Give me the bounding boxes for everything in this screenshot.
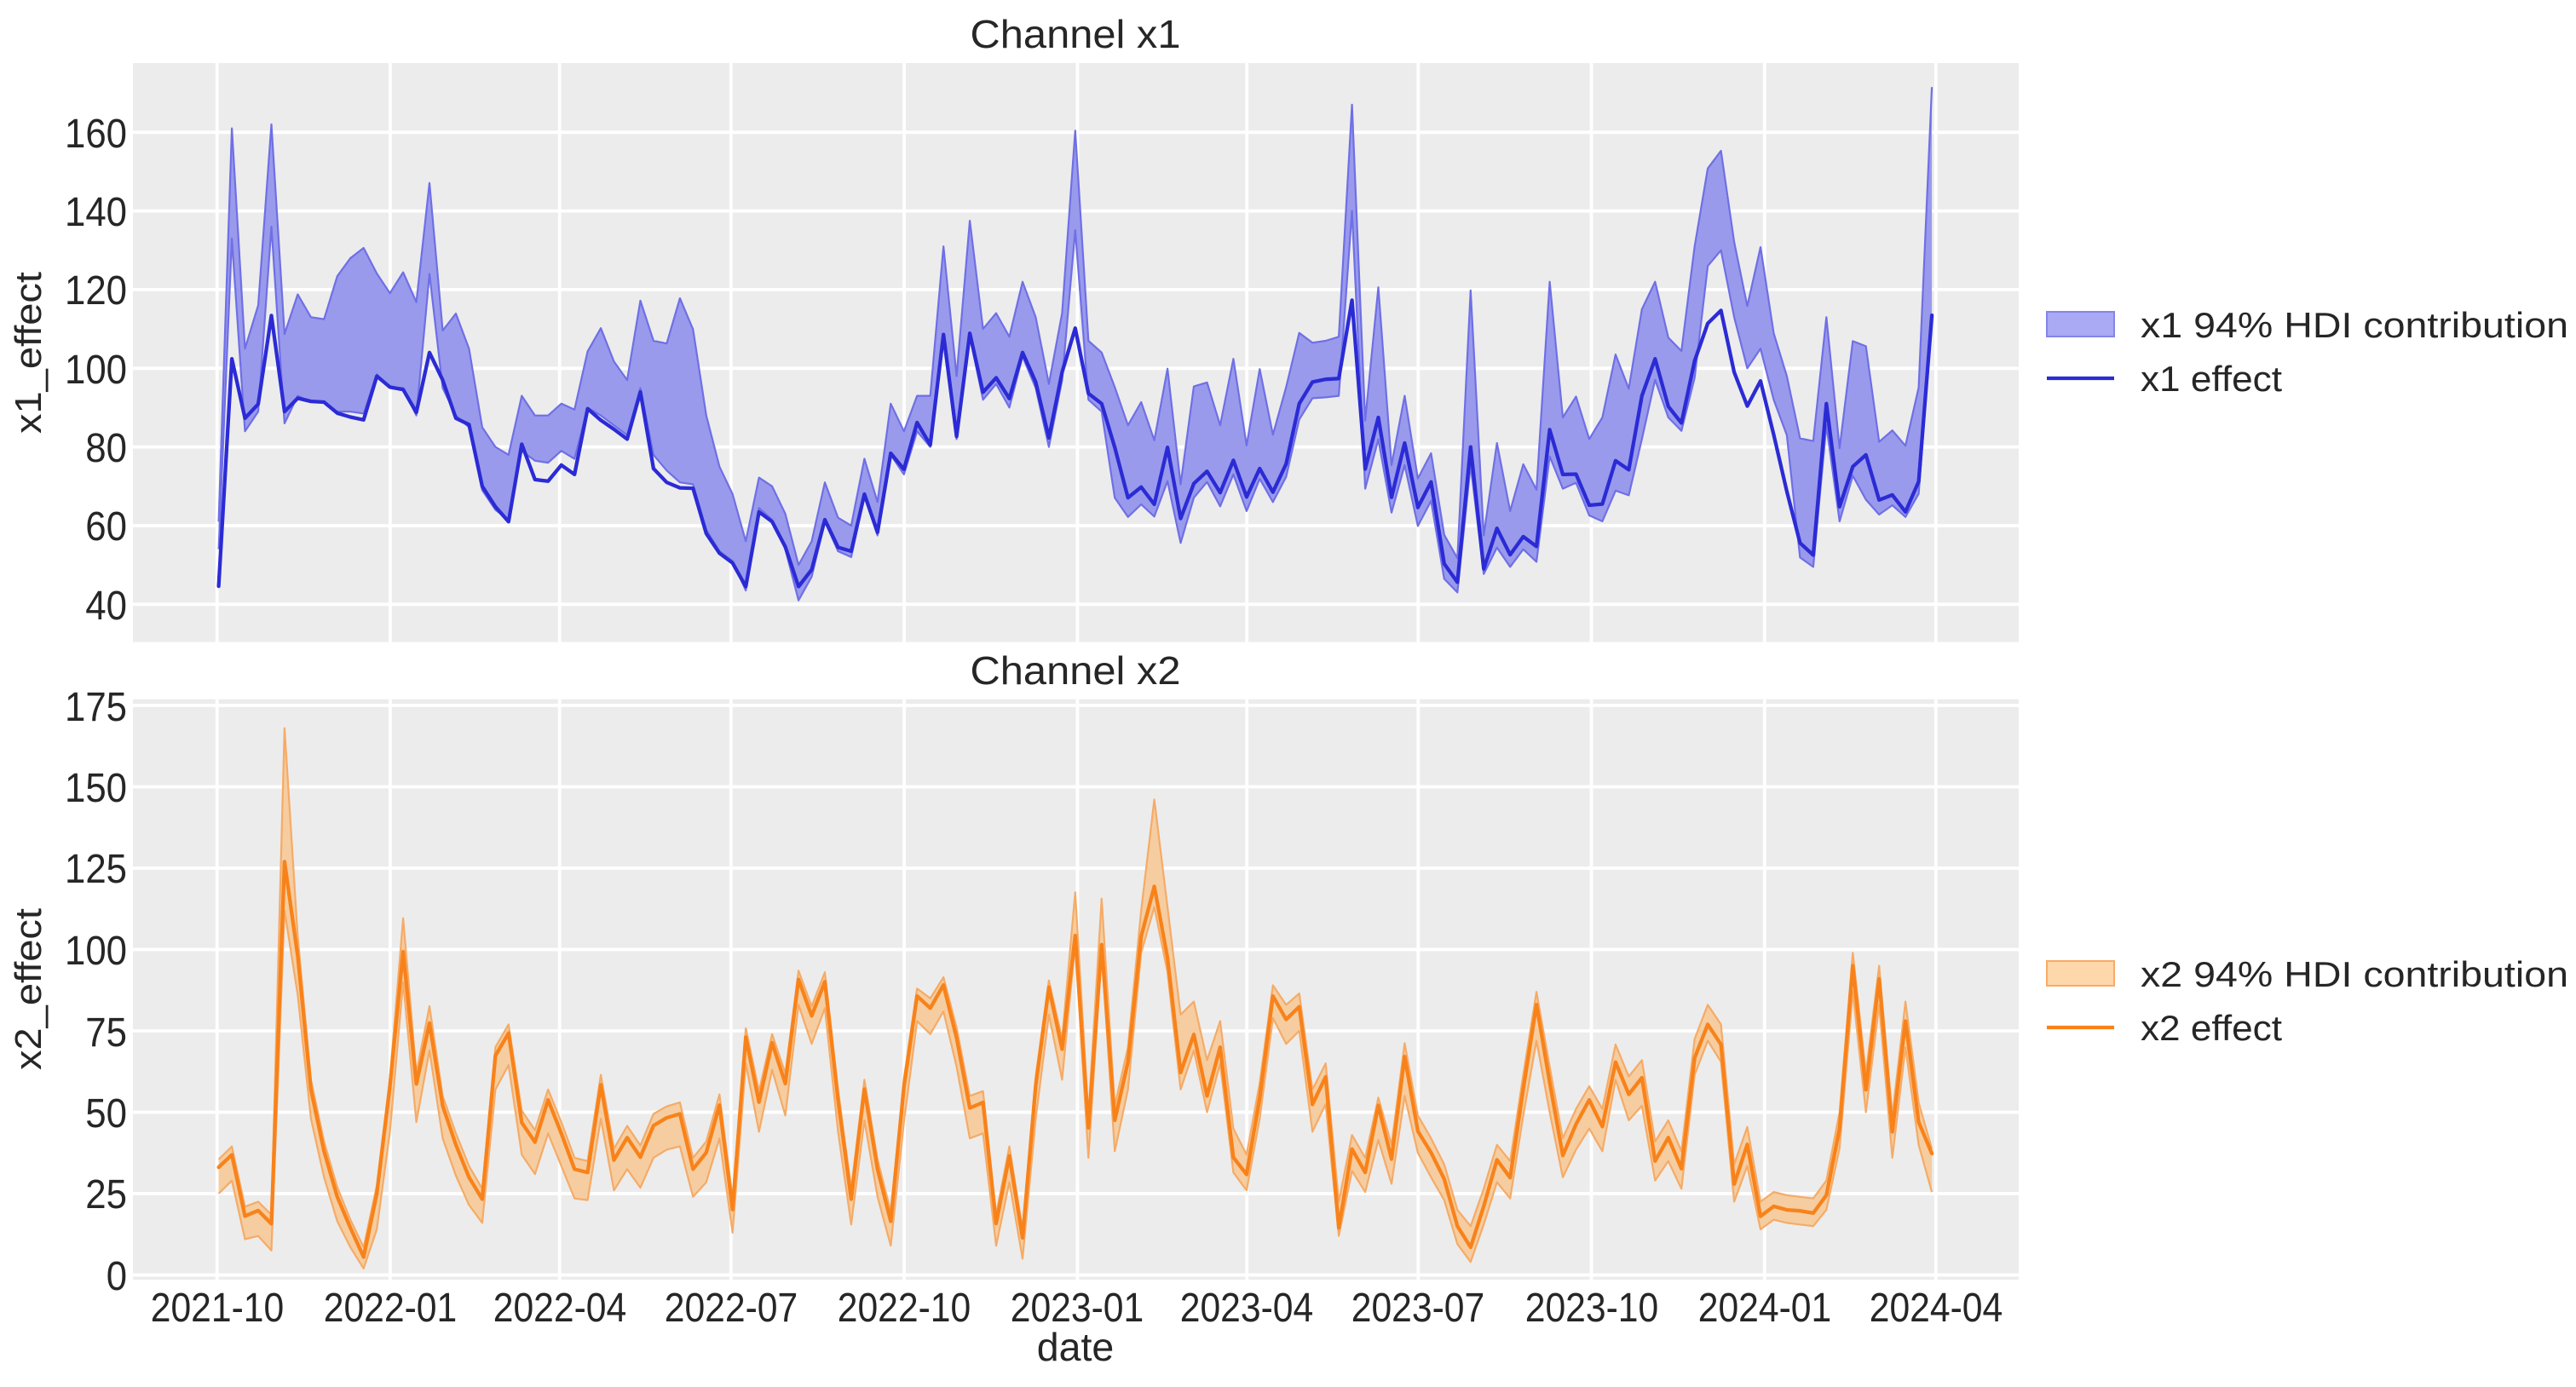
svg-text:2022-07: 2022-07	[665, 1285, 798, 1331]
svg-text:2023-10: 2023-10	[1525, 1285, 1659, 1331]
svg-text:25: 25	[85, 1171, 127, 1217]
svg-text:2023-01: 2023-01	[1011, 1285, 1144, 1331]
svg-text:140: 140	[65, 189, 127, 235]
svg-text:80: 80	[85, 425, 127, 471]
svg-text:40: 40	[85, 583, 127, 629]
svg-text:x2 effect: x2 effect	[2141, 1008, 2282, 1048]
svg-text:2023-07: 2023-07	[1351, 1285, 1485, 1331]
svg-text:Channel x2: Channel x2	[971, 648, 1181, 693]
svg-text:2024-01: 2024-01	[1698, 1285, 1832, 1331]
svg-text:60: 60	[85, 504, 127, 550]
svg-text:x1 effect: x1 effect	[2141, 359, 2282, 399]
svg-text:75: 75	[85, 1010, 127, 1056]
svg-text:date: date	[1037, 1325, 1115, 1369]
svg-text:100: 100	[65, 928, 127, 974]
svg-text:2022-10: 2022-10	[838, 1285, 971, 1331]
svg-text:2024-04: 2024-04	[1870, 1285, 2003, 1331]
svg-text:2023-04: 2023-04	[1180, 1285, 1314, 1331]
svg-text:2022-04: 2022-04	[493, 1285, 627, 1331]
svg-text:50: 50	[85, 1091, 127, 1137]
svg-text:160: 160	[65, 111, 127, 157]
svg-text:x1 94% HDI contribution: x1 94% HDI contribution	[2141, 305, 2568, 345]
svg-text:2022-01: 2022-01	[324, 1285, 458, 1331]
svg-text:175: 175	[65, 684, 127, 730]
svg-text:120: 120	[65, 268, 127, 314]
svg-text:x2_effect: x2_effect	[8, 908, 49, 1070]
svg-text:Channel x1: Channel x1	[971, 12, 1181, 56]
svg-text:x1_effect: x1_effect	[8, 272, 49, 434]
svg-text:x2 94% HDI contribution: x2 94% HDI contribution	[2141, 954, 2568, 994]
svg-text:150: 150	[65, 765, 127, 811]
svg-text:125: 125	[65, 846, 127, 892]
svg-text:2021-10: 2021-10	[151, 1285, 285, 1331]
svg-text:0: 0	[107, 1253, 127, 1299]
svg-text:100: 100	[65, 347, 127, 393]
